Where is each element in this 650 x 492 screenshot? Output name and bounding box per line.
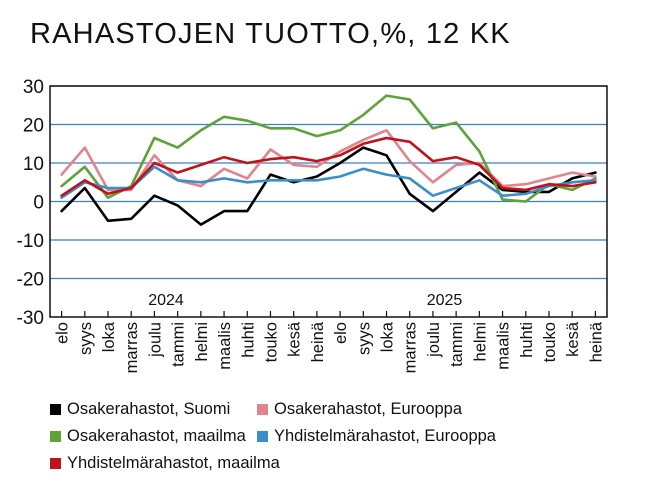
year-label: 2024	[148, 292, 184, 309]
y-tick-label: -10	[17, 231, 44, 252]
legend-item-yhdistelmarahastot-maailma: Yhdistelmärahastot, maailma	[50, 454, 280, 473]
chart-title: RAHASTOJEN TUOTTO,%, 12 KK	[30, 18, 511, 50]
legend-swatch	[50, 404, 61, 415]
x-tick-label: loka	[100, 321, 118, 352]
legend-item-yhdistelmarahastot-eurooppa: Yhdistelmärahastot, Eurooppa	[257, 427, 496, 446]
x-tick-label: huhti	[239, 322, 257, 358]
legend-swatch	[257, 404, 268, 415]
series-line-osakerahastot-maailma	[60, 94, 597, 203]
x-tick-label: marras	[402, 322, 420, 373]
legend-item-osakerahastot-maailma: Osakerahastot, maailma	[50, 427, 246, 446]
x-tick-label: elo	[54, 322, 72, 344]
x-tick-label: maalis	[495, 322, 513, 370]
x-tick-label: loka	[379, 321, 397, 352]
legend-label: Osakerahastot, maailma	[67, 427, 246, 445]
x-tick-label: joulu	[146, 322, 164, 358]
series-line-osakerahastot-suomi	[60, 146, 597, 226]
x-tick-label: syys	[355, 322, 373, 355]
plot-frame	[49, 85, 608, 318]
legend-label: Yhdistelmärahastot, maailma	[67, 454, 280, 472]
series-line-yhdistelmärahastot-maailma	[60, 136, 597, 197]
x-tick-label: joulu	[425, 322, 443, 358]
legend-item-osakerahastot-suomi: Osakerahastot, Suomi	[50, 400, 230, 419]
legend-swatch	[50, 458, 61, 469]
x-tick-label: touko	[262, 322, 280, 362]
x-tick-label: maalis	[216, 322, 234, 370]
x-tick-label: elo	[332, 322, 350, 344]
legend-label: Osakerahastot, Suomi	[67, 400, 231, 418]
y-tick-label: 30	[23, 77, 44, 98]
y-tick-label: -30	[17, 308, 44, 329]
y-tick-label: 10	[23, 154, 44, 175]
legend-swatch	[50, 431, 61, 442]
x-tick-label: tammi	[170, 322, 188, 367]
year-label: 2025	[427, 292, 463, 309]
legend-swatch	[257, 431, 268, 442]
legend-label: Yhdistelmärahastot, Eurooppa	[274, 427, 496, 445]
x-tick-label: tammi	[448, 322, 466, 367]
legend-label: Osakerahastot, Eurooppa	[274, 400, 463, 418]
series-line-osakerahastot-eurooppa	[60, 129, 597, 192]
x-tick-label: touko	[541, 322, 559, 362]
x-tick-label: marras	[123, 322, 141, 373]
y-tick-label: 0	[33, 193, 44, 214]
x-tick-label: huhti	[518, 322, 536, 358]
x-tick-label: heinä	[309, 321, 327, 362]
legend-item-osakerahastot-eurooppa: Osakerahastot, Eurooppa	[257, 400, 462, 419]
y-tick-label: -20	[17, 270, 44, 291]
x-tick-label: kesä	[564, 321, 582, 357]
x-tick-label: helmi	[193, 322, 211, 361]
x-tick-label: syys	[77, 322, 95, 355]
y-tick-label: 20	[23, 116, 44, 137]
x-tick-label: kesä	[286, 321, 304, 357]
series-line-yhdistelmärahastot-eurooppa	[60, 165, 597, 199]
x-tick-label: helmi	[471, 322, 489, 361]
x-tick-label: heinä	[587, 321, 605, 362]
